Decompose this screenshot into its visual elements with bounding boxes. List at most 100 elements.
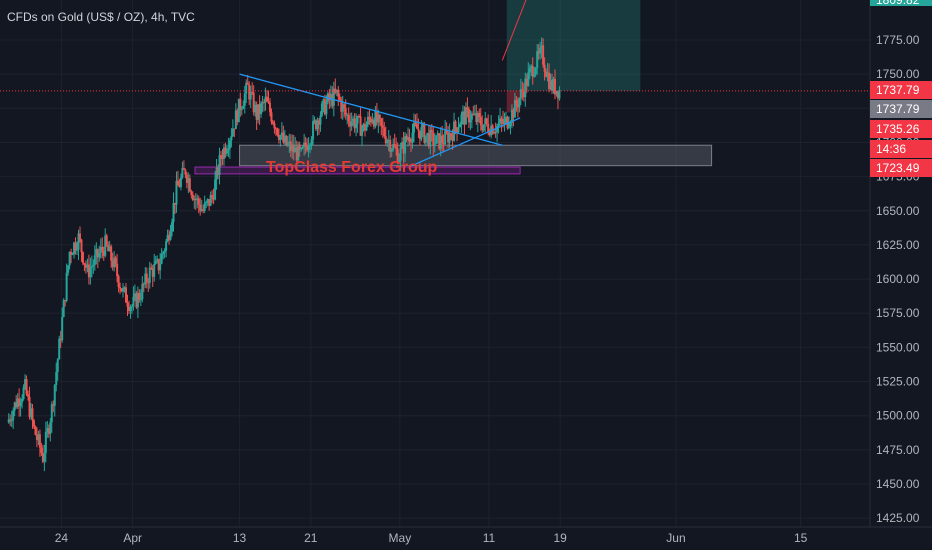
- candle-body: [190, 191, 193, 195]
- candle-body: [197, 198, 200, 205]
- candle-body: [74, 242, 77, 251]
- candle-body: [147, 282, 150, 284]
- candle-body: [494, 131, 497, 133]
- candle-body: [160, 254, 163, 264]
- candle-body: [378, 114, 381, 119]
- candle-body: [242, 105, 245, 109]
- candle-body: [135, 293, 138, 308]
- candle-body: [384, 136, 387, 144]
- candle-body: [122, 288, 125, 292]
- candle-body: [439, 135, 442, 149]
- triangle-lower-line: [408, 117, 521, 168]
- candle-body: [114, 257, 117, 264]
- candle-body: [222, 147, 225, 160]
- candle-body: [237, 98, 240, 123]
- candle-body: [438, 133, 441, 149]
- candle-body: [306, 146, 309, 151]
- candle-body: [387, 139, 390, 141]
- candle-body: [139, 299, 142, 301]
- candle-body: [423, 124, 426, 143]
- time-tick-label: 15: [794, 531, 808, 545]
- candle-body: [187, 178, 190, 183]
- candle-body: [340, 100, 343, 112]
- candle-body: [132, 296, 135, 307]
- candle-body: [90, 266, 93, 268]
- candle-body: [461, 111, 464, 115]
- candle-body: [551, 79, 554, 91]
- candle-body: [126, 302, 129, 307]
- candle-body: [291, 144, 294, 151]
- candle-body: [453, 121, 456, 141]
- candle-body: [344, 108, 347, 116]
- time-tick-label: 19: [554, 531, 568, 545]
- candle-body: [539, 47, 542, 54]
- candle-body: [368, 116, 371, 119]
- candle-body: [319, 115, 322, 125]
- candle-body: [239, 98, 242, 111]
- candle-body: [356, 115, 359, 124]
- candle-body: [531, 66, 534, 77]
- time-axis[interactable]: 24 Apr 13 21 May 11 19 Jun 15: [0, 526, 932, 550]
- candle-body: [295, 147, 298, 161]
- candle-body: [117, 276, 120, 288]
- candle-body: [93, 255, 96, 265]
- candle-body: [297, 144, 300, 161]
- time-tick-label: 24: [55, 531, 69, 545]
- candle-body: [467, 109, 470, 123]
- candle-body: [228, 140, 231, 149]
- candle-body: [513, 100, 516, 118]
- candle-body: [414, 122, 417, 125]
- price-tick-label: 1775.00: [876, 33, 920, 47]
- candle-body: [19, 402, 22, 407]
- candle-body: [543, 64, 546, 72]
- candle-body: [47, 428, 50, 434]
- candle-body: [493, 131, 496, 134]
- candle-body: [215, 167, 218, 180]
- candle-body: [424, 135, 427, 143]
- candle-body: [173, 202, 176, 205]
- candle-body: [102, 250, 105, 256]
- candle-body: [303, 142, 306, 147]
- time-tick-label: 21: [304, 531, 318, 545]
- target-arrow-line: [501, 0, 527, 61]
- candle-body: [343, 104, 346, 109]
- candle-body: [70, 251, 73, 255]
- candle-body: [245, 82, 248, 94]
- candle-body: [92, 264, 95, 267]
- candle-body: [534, 68, 537, 74]
- candle-body: [125, 287, 128, 303]
- candle-body: [283, 135, 286, 143]
- candle-body: [188, 178, 191, 192]
- candle-body: [502, 121, 505, 124]
- candle-body: [46, 428, 49, 432]
- price-axis[interactable]: 1425.00 1450.00 1475.00 1500.00 1525.00 1550.…: [869, 0, 932, 527]
- candles-layer: [7, 37, 561, 472]
- candle-body: [553, 78, 556, 95]
- candle-body: [234, 110, 237, 129]
- candle-body: [162, 252, 165, 255]
- candle-body: [214, 179, 217, 200]
- candle-body: [323, 99, 326, 115]
- price-tick-label: 1625.00: [876, 238, 920, 252]
- candle-body: [353, 118, 356, 129]
- candle-body: [500, 118, 503, 122]
- candle-body: [316, 120, 319, 130]
- price-tick-label: 1750.00: [876, 67, 920, 81]
- candle-body: [301, 146, 304, 149]
- candle-body: [359, 116, 362, 136]
- candle-body: [410, 141, 413, 143]
- candle-body: [448, 133, 451, 143]
- candle-body: [470, 113, 473, 120]
- candle-body: [312, 121, 315, 140]
- candle-body: [231, 128, 234, 137]
- candle-body: [268, 102, 271, 113]
- candle-body: [264, 96, 267, 103]
- candle-body: [150, 267, 153, 270]
- candle-body: [463, 111, 466, 125]
- candle-body: [133, 293, 136, 297]
- candle-body: [71, 254, 74, 256]
- candle-body: [251, 91, 254, 93]
- candle-body: [366, 116, 369, 125]
